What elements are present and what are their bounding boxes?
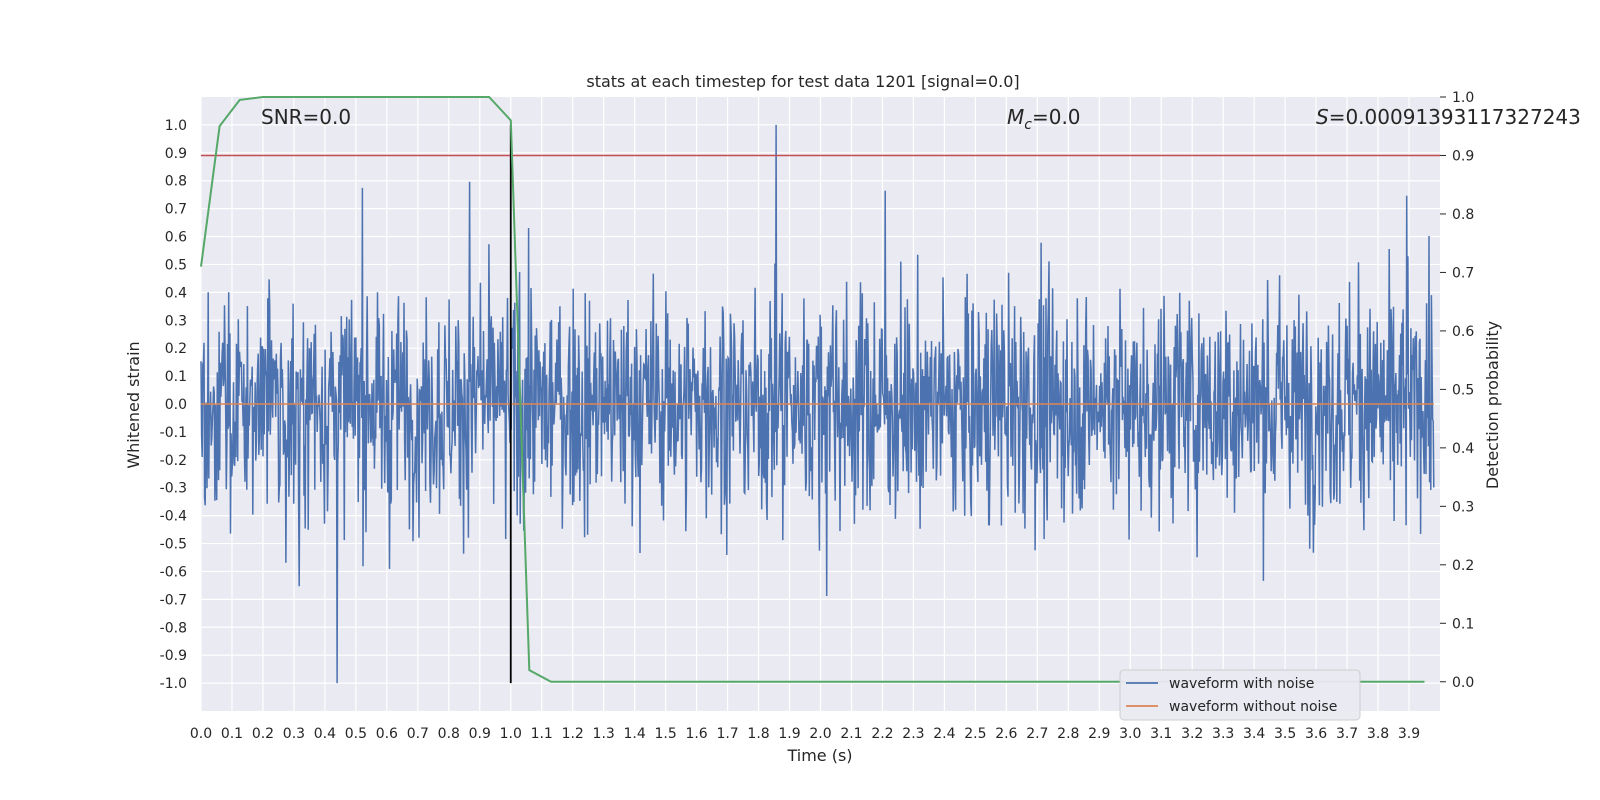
x-tick-label: 2.3 [902,726,924,742]
y-tick-label: 1.0 [165,118,187,134]
y-tick-label: -0.7 [160,592,187,608]
y2-tick-label: 1.0 [1452,90,1474,106]
s-annotation: S=0.00091393117327243 [1316,105,1581,129]
x-tick-label: 0.5 [345,726,367,742]
y-tick-label: 0.0 [165,397,187,413]
y-axis-ticks: 1.0 0.9 0.8 0.7 0.6 0.5 0.4 0.3 0.2 0.1 0.0 -0.1 -0.… [160,118,187,692]
y-tick-label: 0.5 [165,257,187,273]
y2-tick-label: 0.1 [1452,616,1474,632]
s-symbol: S [1316,105,1329,129]
y-tick-label: -0.8 [160,620,187,636]
chart-title: stats at each timestep for test data 120… [586,72,1019,91]
x-tick-label: 1.1 [531,726,553,742]
x-tick-label: 2.8 [1057,726,1079,742]
y2-tick-label: 0.6 [1452,324,1474,340]
y-tick-label: 0.8 [165,174,187,190]
legend-box [1119,669,1361,721]
x-tick-label: 3.1 [1150,726,1172,742]
y2-tick-label: 0.3 [1452,499,1474,515]
x-tick-label: 1.0 [500,726,522,742]
x-tick-label: 3.3 [1212,726,1234,742]
x-tick-label: 1.8 [747,726,769,742]
x-tick-label: 1.2 [562,726,584,742]
x-tick-label: 0.2 [252,726,274,742]
x-tick-label: 0.9 [469,726,491,742]
y2-tick-label: 0.8 [1452,207,1474,223]
y-tick-label: 0.4 [165,285,187,301]
x-tick-label: 3.6 [1305,726,1327,742]
x-tick-label: 1.3 [593,726,615,742]
detection-probability-line [200,96,1425,683]
y-tick-label: 0.9 [165,146,187,162]
x-tick-label: 3.2 [1181,726,1203,742]
y-tick-label: -0.1 [160,425,187,441]
x-axis-label: Time (s) [786,746,852,765]
x-tick-label: 2.6 [995,726,1017,742]
y-tick-label: -0.3 [160,481,187,497]
y-axis-label: Whitened strain [124,341,143,468]
x-tick-label: 3.9 [1398,726,1420,742]
y2-tick-label: 0.5 [1452,382,1474,398]
y2-axis-label: Detection probability [1483,321,1502,489]
y-tick-label: 0.2 [165,341,187,357]
y2-tick-label: 0.7 [1452,265,1474,281]
x-tick-label: 0.3 [283,726,305,742]
x-tick-label: 1.4 [624,726,646,742]
y2-axis-ticks: 0.0 0.1 0.2 0.3 0.4 0.5 0.6 0.7 0.8 0.9 1.0 [1440,90,1474,691]
x-tick-label: 0.0 [190,726,212,742]
x-tick-label: 3.7 [1336,726,1358,742]
x-tick-label: 2.2 [871,726,893,742]
x-tick-label: 0.8 [438,726,460,742]
mc-symbol: M [1007,105,1024,129]
x-tick-label: 1.5 [654,726,676,742]
snr-annotation: SNR=0.0 [261,105,351,129]
y-tick-label: -0.9 [160,648,187,664]
legend: waveform with noise waveform without noi… [1119,669,1361,721]
noise-trace [200,124,1435,684]
x-tick-label: 2.1 [840,726,862,742]
x-tick-label: 1.6 [685,726,707,742]
y2-tick-label: 0.4 [1452,441,1474,457]
mc-value: =0.0 [1032,105,1081,129]
x-tick-label: 0.4 [314,726,336,742]
x-tick-label: 3.4 [1243,726,1265,742]
x-tick-label: 1.9 [778,726,800,742]
x-tick-label: 2.4 [933,726,955,742]
x-tick-label: 2.7 [1026,726,1048,742]
y-tick-label: 0.6 [165,230,187,246]
x-tick-label: 0.7 [407,726,429,742]
x-tick-label: 3.0 [1119,726,1141,742]
x-tick-label: 3.8 [1367,726,1389,742]
y-tick-label: -1.0 [160,676,187,692]
legend-label-noise: waveform with noise [1169,676,1314,692]
y-tick-label: 0.7 [165,202,187,218]
y-tick-label: -0.5 [160,537,187,553]
x-tick-label: 0.6 [376,726,398,742]
x-tick-label: 1.7 [716,726,738,742]
x-tick-label: 2.0 [809,726,831,742]
x-tick-label: 0.1 [221,726,243,742]
x-tick-label: 2.5 [964,726,986,742]
y-tick-label: 0.3 [165,313,187,329]
y2-tick-label: 0.9 [1452,148,1474,164]
y-tick-label: 0.1 [165,369,187,385]
y-tick-label: -0.4 [160,509,187,525]
waveform-with-noise-line [200,124,1435,684]
mc-subscript: c [1024,117,1032,133]
legend-label-clean: waveform without noise [1169,699,1337,715]
y-tick-label: -0.2 [160,453,187,469]
y2-tick-label: 0.0 [1452,675,1474,691]
s-value: =0.00091393117327243 [1329,105,1581,129]
x-tick-label: 3.5 [1274,726,1296,742]
x-tick-label: 2.9 [1088,726,1110,742]
x-axis-ticks: 0.0 0.1 0.2 0.3 0.4 0.5 0.6 0.7 0.8 0.9 1.0 1.1 1.2 1… [190,726,1420,742]
y-tick-label: -0.6 [160,564,187,580]
mc-annotation: Mc=0.0 [1007,105,1081,133]
y2-tick-label: 0.2 [1452,558,1474,574]
